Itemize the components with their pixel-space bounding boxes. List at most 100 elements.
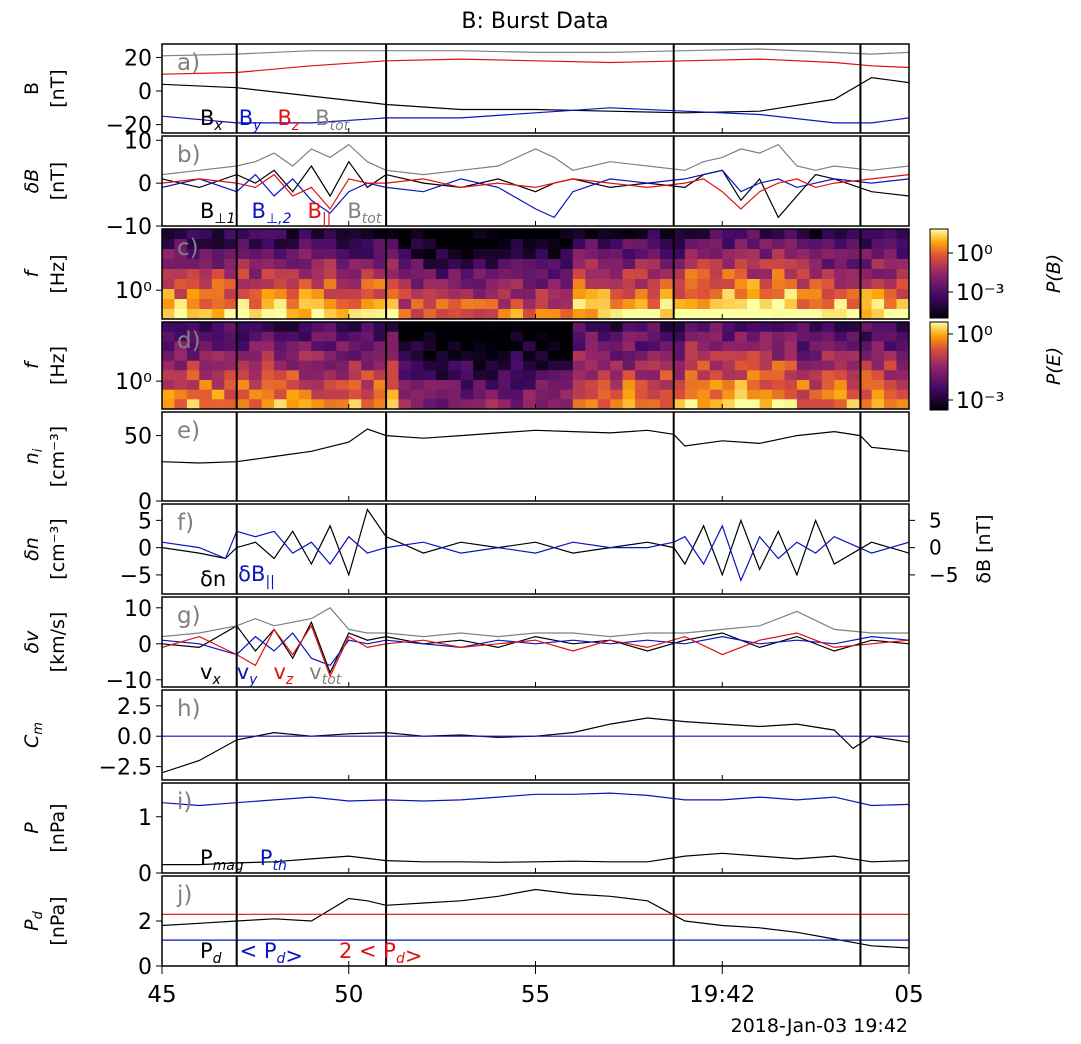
heatmap-cell [635, 351, 649, 362]
heatmap-cell [386, 341, 400, 352]
heatmap-cell [211, 399, 225, 409]
heatmap-cell [373, 269, 387, 280]
heatmap-cell [411, 239, 424, 250]
heatmap-cell [560, 299, 574, 310]
series-line [162, 48, 909, 57]
heatmap-cell [423, 389, 437, 400]
heatmap-cell [846, 259, 860, 270]
panel-letter: d) [177, 328, 201, 354]
heatmap-cell [435, 341, 449, 352]
heatmap-cell [361, 299, 375, 310]
heatmap-cell [809, 239, 823, 250]
heatmap-cell [186, 309, 200, 319]
heatmap-cell [274, 299, 288, 310]
heatmap-cell [697, 341, 711, 352]
heatmap-cell [423, 239, 437, 250]
heatmap-cell [448, 249, 462, 260]
heatmap-cell [373, 351, 387, 362]
heatmap-cell [298, 341, 312, 352]
heatmap-cell [311, 322, 325, 333]
heatmap-cell [274, 269, 288, 280]
heatmap-cell [498, 229, 512, 240]
heatmap-cell [884, 259, 898, 270]
heatmap-cell [174, 351, 188, 362]
heatmap-cell [224, 259, 238, 270]
heatmap-cell [871, 360, 885, 371]
heatmap-cell [747, 239, 761, 250]
heatmap-cell [809, 370, 823, 381]
heatmap-cell [635, 309, 649, 319]
legend-entry: 2 < P [339, 939, 396, 963]
heatmap-cell [784, 341, 798, 352]
heatmap-cell [398, 370, 412, 381]
heatmap-cell [162, 309, 175, 319]
heatmap-cell [460, 341, 474, 352]
heatmap-cell [211, 239, 225, 250]
heatmap-cell [660, 341, 673, 352]
heatmap-cell [386, 389, 400, 400]
heatmap-cell [174, 380, 188, 391]
heatmap-cell [772, 299, 785, 310]
y-tick-label: 2 [138, 910, 152, 935]
heatmap-cell [610, 341, 624, 352]
heatmap-cell [834, 331, 848, 342]
heatmap-cell [411, 370, 424, 381]
heatmap-cell [846, 279, 860, 290]
y-axis-subscript: m [31, 722, 46, 735]
heatmap-cell [473, 389, 487, 400]
y-axis-symbol: B [21, 82, 43, 95]
heatmap-cell [411, 229, 424, 240]
heatmap-cell [361, 269, 375, 280]
heatmap-cell [398, 229, 412, 240]
heatmap-cell [734, 331, 748, 342]
heatmap-cell [572, 279, 586, 290]
heatmap-cell [610, 299, 624, 310]
heatmap-cell [523, 249, 536, 260]
heatmap-cell [585, 299, 599, 310]
heatmap-cell [560, 239, 574, 250]
heatmap-cell [585, 239, 599, 250]
heatmap-cell [672, 351, 686, 362]
heatmap-cell [323, 269, 337, 280]
heatmap-cell [859, 380, 873, 391]
legend-entry: v [200, 660, 212, 684]
heatmap-cell [199, 351, 213, 362]
heatmap-cell [523, 389, 536, 400]
heatmap-cell [796, 239, 810, 250]
heatmap-cell [336, 331, 350, 342]
heatmap-cell [510, 322, 524, 333]
colorbar-tick-label: 10⁻³ [956, 281, 1004, 306]
heatmap-cell [834, 299, 848, 310]
heatmap-cell [660, 360, 673, 371]
heatmap-cell [236, 370, 250, 381]
heatmap-cell [809, 351, 823, 362]
heatmap-cell [162, 239, 175, 250]
heatmap-cell [323, 259, 337, 270]
heatmap-cell [186, 269, 200, 280]
heatmap-cell [361, 309, 375, 319]
y-tick-label: 2.5 [117, 695, 152, 720]
heatmap-cell [435, 239, 449, 250]
heatmap-cell [846, 399, 860, 409]
legend-subscript: || [322, 211, 331, 227]
heatmap-cell [884, 299, 898, 310]
heatmap-cell [174, 370, 188, 381]
y-axis-symbol: P [21, 822, 43, 834]
heatmap-cell [548, 239, 561, 250]
heatmap-cell [435, 360, 449, 371]
heatmap-cell [286, 370, 300, 381]
y-axis-subscript: d [31, 910, 46, 919]
heatmap-cell [871, 389, 885, 400]
heatmap-cell [435, 351, 449, 362]
heatmap-cell [162, 322, 175, 333]
heatmap-cell [174, 389, 188, 400]
heatmap-cell [249, 351, 263, 362]
heatmap-cell [348, 331, 362, 342]
heatmap-cell [386, 239, 400, 250]
heatmap-cell [722, 269, 736, 280]
heatmap-cell [896, 249, 909, 260]
heatmap-cell [435, 331, 449, 342]
heatmap-cell [548, 380, 561, 391]
heatmap-cell [311, 229, 325, 240]
heatmap-cell [199, 269, 213, 280]
